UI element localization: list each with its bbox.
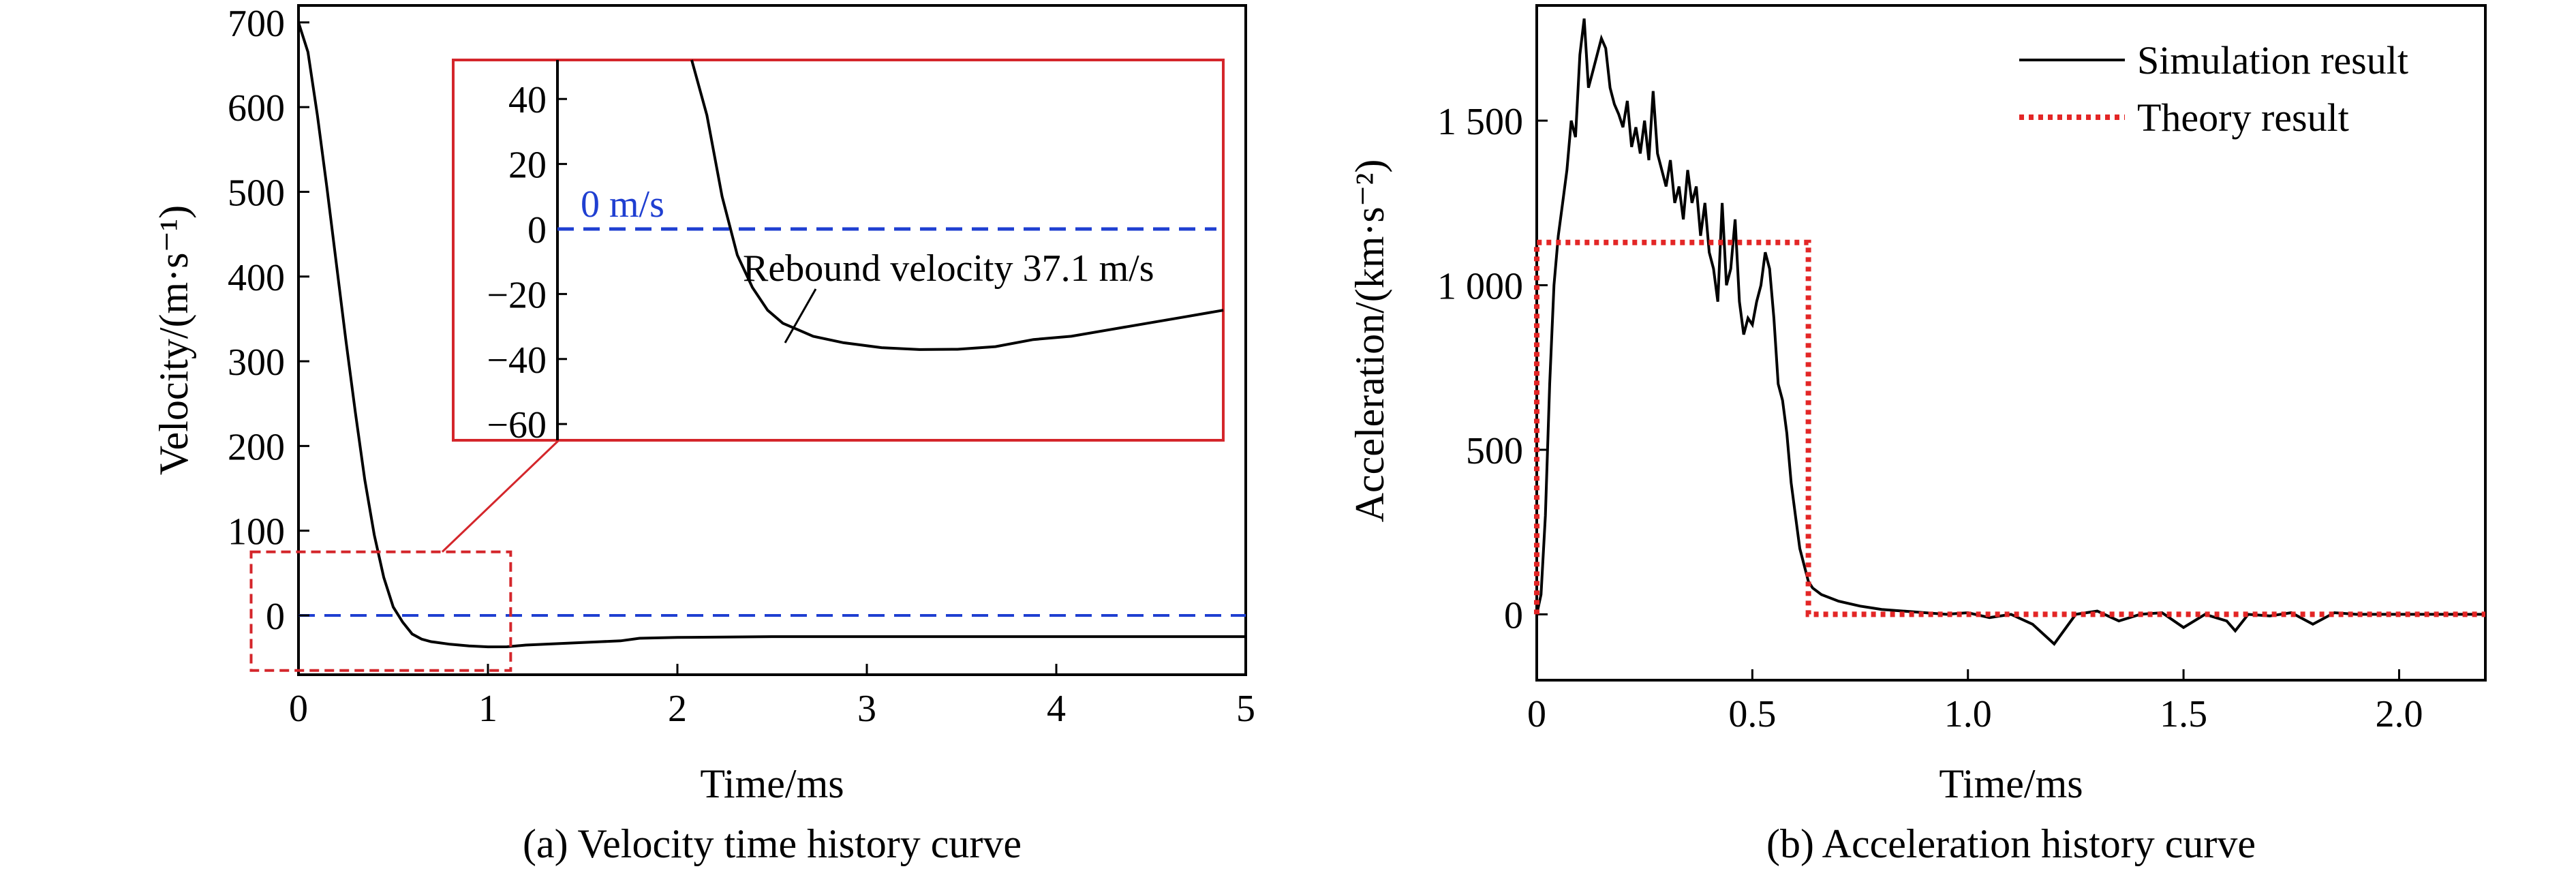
- acceleration-xtick-label: 1.5: [2160, 693, 2207, 735]
- velocity-ytick-label: 100: [228, 511, 285, 553]
- acceleration-xlabel: Time/ms: [1939, 761, 2083, 806]
- inset-zero-label: 0 m/s: [581, 183, 664, 226]
- velocity-xtick-label: 2: [668, 688, 687, 730]
- acceleration-xtick-label: 2.0: [2375, 693, 2423, 735]
- acceleration-chart: 0 0.5 1.0 1.5 2.0 0 500 1 000 1 500 Simulation r…: [1347, 4, 2487, 866]
- velocity-xtick-label: 0: [289, 688, 308, 730]
- legend-label-simulation: Simulation result: [2137, 38, 2408, 82]
- velocity-xtick-label: 4: [1047, 688, 1066, 730]
- velocity-ytick-label: 300: [228, 341, 285, 384]
- zoom-region-box: [249, 550, 512, 672]
- velocity-plot-frame: [297, 4, 1247, 676]
- acceleration-ytick-label: 1 500: [1437, 101, 1523, 143]
- velocity-ytick-label: 0: [266, 596, 285, 638]
- inset-ytick-label: 20: [508, 144, 547, 187]
- zoom-connector-line: [441, 439, 560, 553]
- inset-axis-group: 40 20 0 −20 −40 −60: [487, 60, 1216, 446]
- acceleration-ytick-label: 0: [1504, 594, 1523, 637]
- theory-series-line: [1534, 239, 2485, 617]
- velocity-caption: (a) Velocity time history curve: [523, 821, 1022, 866]
- acceleration-ytick-label: 500: [1466, 430, 1523, 472]
- acceleration-caption: (b) Acceleration history curve: [1766, 821, 2256, 866]
- rebound-annotation: Rebound velocity 37.1 m/s: [743, 247, 1154, 290]
- velocity-ytick-label: 700: [228, 3, 285, 45]
- inset-ytick-label: −20: [487, 274, 547, 316]
- legend: Simulation result Theory result: [2019, 38, 2408, 140]
- inset-frame: [452, 59, 1225, 442]
- velocity-series-line: [297, 22, 1246, 649]
- acceleration-xtick-label: 0.5: [1728, 693, 1776, 735]
- acceleration-axis-ticks: 0 0.5 1.0 1.5 2.0 0 500 1 000 1 500: [1437, 101, 2423, 735]
- acceleration-ytick-label: 1 000: [1437, 265, 1523, 307]
- velocity-ytick-label: 600: [228, 87, 285, 129]
- velocity-inset: 40 20 0 −20 −40 −60 0 m/s Rebound velocity 37…: [452, 59, 1225, 446]
- inset-ytick-label: 0: [527, 209, 547, 251]
- acceleration-series-group: [1534, 18, 2485, 646]
- rebound-annotation-leader: [784, 288, 817, 343]
- velocity-ytick-label: 400: [228, 257, 285, 299]
- acceleration-xtick-label: 0: [1527, 693, 1546, 735]
- velocity-series-group: [297, 22, 1246, 649]
- velocity-ytick-label: 200: [228, 426, 285, 468]
- legend-label-theory: Theory result: [2137, 95, 2349, 140]
- velocity-xlabel: Time/ms: [700, 761, 844, 806]
- inset-ytick-label: 40: [508, 79, 547, 121]
- inset-series-line: [690, 59, 1224, 351]
- inset-ytick-label: −60: [487, 404, 547, 446]
- velocity-xtick-label: 1: [478, 688, 497, 730]
- velocity-ylabel: Velocity/(m·s⁻¹): [151, 205, 196, 475]
- inset-series-group: [690, 59, 1224, 351]
- velocity-xtick-label: 5: [1236, 688, 1255, 730]
- acceleration-ylabel: Acceleration/(km·s⁻²): [1347, 159, 1392, 523]
- velocity-xtick-label: 3: [857, 688, 876, 730]
- acceleration-xtick-label: 1.0: [1944, 693, 1992, 735]
- velocity-ytick-label: 500: [228, 172, 285, 214]
- velocity-zoom-group: [249, 439, 560, 672]
- inset-ytick-label: −40: [487, 339, 547, 382]
